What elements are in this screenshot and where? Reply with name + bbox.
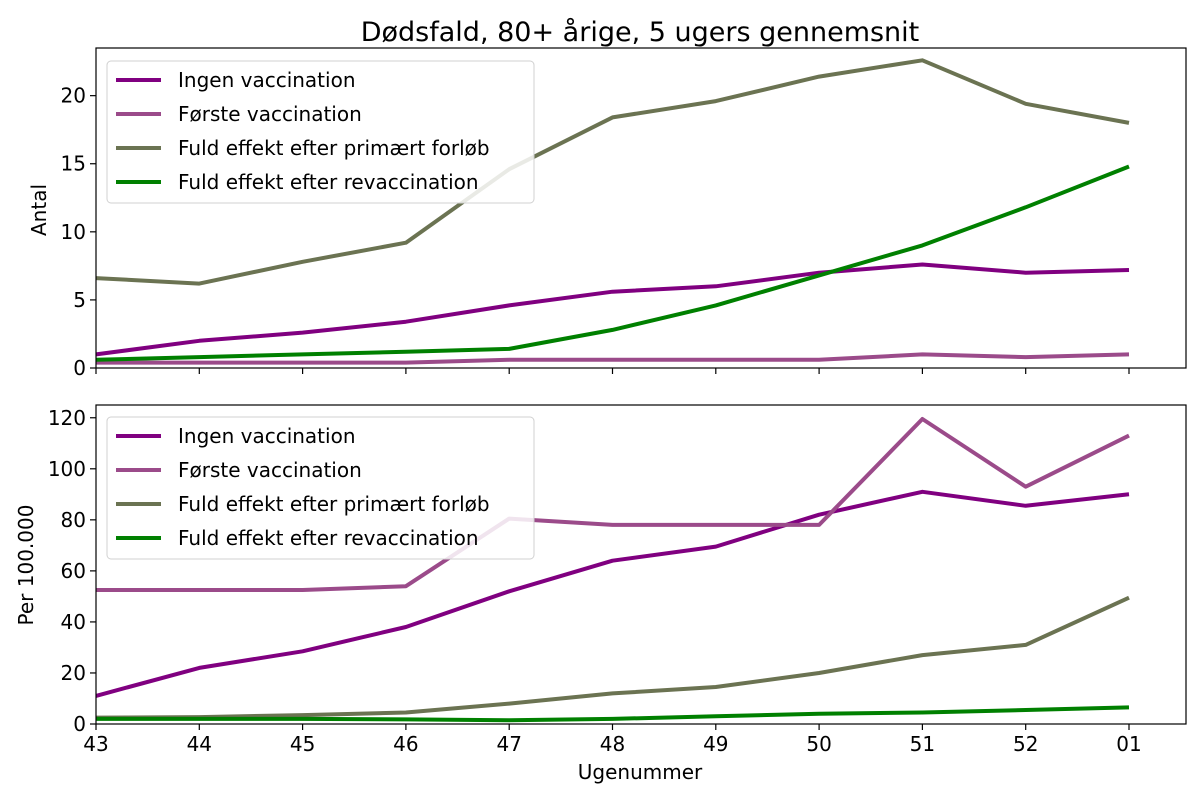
y-axis-label-top: Antal [27, 184, 51, 236]
series-group-bottom [95, 417, 1130, 723]
x-tick-label: 52 [1013, 732, 1038, 756]
series-line-fuld-effekt-efter-prim-rt-forl-b [95, 595, 1130, 720]
legend-bottom: Ingen vaccination Første vaccination Fuld … [106, 416, 535, 560]
y-tick-label: 10 [61, 220, 86, 244]
x-tick-label: 46 [393, 732, 418, 756]
x-tick-label: 47 [496, 732, 521, 756]
y-tick-label: 120 [48, 406, 86, 430]
plot-frame-top [95, 47, 1187, 369]
y-tick-label: 15 [61, 152, 86, 176]
legend-label-f-rste-vaccination: Første vaccination [178, 102, 362, 126]
plot-frame-bottom [95, 404, 1187, 725]
tick-group-top: 0 5 10 15 20 [61, 84, 1130, 380]
y-tick-label: 20 [61, 661, 86, 685]
x-tick-label: 50 [806, 732, 831, 756]
series-line-f-rste-vaccination [96, 417, 1130, 592]
legend-label-fuld-effekt-efter-prim-rt-forl-b: Fuld effekt efter primært forløb [178, 492, 490, 516]
chart-title: Dødsfald, 80+ årige, 5 ugers gennemsnit [361, 17, 920, 48]
panel-bottom: Per 100.000 0 20 40 60 80 100 120 Ingen vaccin… [14, 404, 1187, 736]
legend-frame [106, 60, 535, 204]
legend-label-ingen-vaccination: Ingen vaccination [178, 68, 356, 92]
x-tick-label: 44 [187, 732, 212, 756]
x-axis-label: Ugenummer [578, 760, 703, 784]
y-tick-label: 0 [73, 712, 86, 736]
series-line-fuld-effekt-efter-revaccination [95, 164, 1130, 362]
y-tick-label: 40 [61, 610, 86, 634]
legend-label-fuld-effekt-efter-revaccination: Fuld effekt efter revaccination [178, 526, 479, 550]
y-tick-label: 5 [73, 288, 86, 312]
tick-group-bottom: 0 20 40 60 80 100 120 [48, 406, 1130, 736]
panel-top: Antal 0 5 10 15 20 Ingen vaccination Første v… [27, 47, 1187, 380]
x-tick-label: 51 [910, 732, 935, 756]
x-tick-label: 48 [600, 732, 625, 756]
x-tick-label: 43 [83, 732, 108, 756]
series-line-fuld-effekt-efter-prim-rt-forl-b [95, 58, 1130, 286]
x-tick-label: 49 [703, 732, 728, 756]
series-line-ingen-vaccination [95, 262, 1130, 357]
series-line-fuld-effekt-efter-revaccination [96, 705, 1130, 723]
legend-top: Ingen vaccination Første vaccination Fuld … [106, 60, 535, 204]
series-line-ingen-vaccination [95, 489, 1130, 698]
y-tick-label: 60 [61, 559, 86, 583]
y-tick-label: 0 [73, 356, 86, 380]
x-tick-label: 45 [290, 732, 315, 756]
legend-label-fuld-effekt-efter-revaccination: Fuld effekt efter revaccination [178, 170, 479, 194]
y-axis-label-bottom: Per 100.000 [14, 505, 38, 626]
legend-label-ingen-vaccination: Ingen vaccination [178, 424, 356, 448]
y-tick-label: 20 [61, 84, 86, 108]
legend-label-fuld-effekt-efter-prim-rt-forl-b: Fuld effekt efter primært forløb [178, 136, 490, 160]
series-group-top [95, 58, 1130, 365]
x-tick-group: 43 44 45 46 47 48 49 50 51 52 01 [83, 732, 1141, 756]
y-tick-label: 80 [61, 508, 86, 532]
y-tick-label: 100 [48, 457, 86, 481]
series-line-f-rste-vaccination [96, 352, 1130, 365]
legend-frame [106, 416, 535, 560]
legend-label-f-rste-vaccination: Første vaccination [178, 458, 362, 482]
x-tick-label: 01 [1116, 732, 1141, 756]
